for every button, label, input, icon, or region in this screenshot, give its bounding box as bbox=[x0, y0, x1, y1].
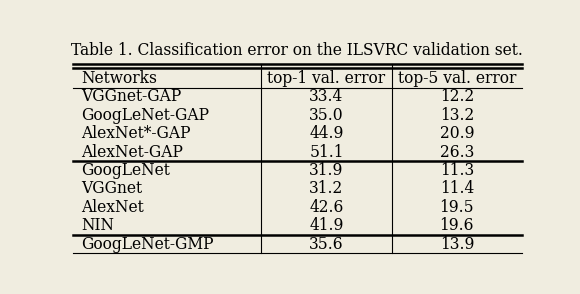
Text: 35.0: 35.0 bbox=[309, 107, 344, 124]
Text: GoogLeNet-GAP: GoogLeNet-GAP bbox=[81, 107, 209, 124]
Text: 44.9: 44.9 bbox=[309, 125, 344, 142]
Text: 19.5: 19.5 bbox=[440, 199, 474, 216]
Text: 11.3: 11.3 bbox=[440, 162, 474, 179]
Text: 51.1: 51.1 bbox=[309, 144, 344, 161]
Text: Table 1. Classification error on the ILSVRC validation set.: Table 1. Classification error on the ILS… bbox=[71, 42, 523, 59]
Text: 42.6: 42.6 bbox=[309, 199, 344, 216]
Text: GoogLeNet: GoogLeNet bbox=[81, 162, 171, 179]
Text: Networks: Networks bbox=[81, 70, 157, 87]
Text: 19.6: 19.6 bbox=[440, 217, 474, 234]
Text: 12.2: 12.2 bbox=[440, 88, 474, 105]
Text: 20.9: 20.9 bbox=[440, 125, 474, 142]
Text: 11.4: 11.4 bbox=[440, 181, 474, 198]
Text: GoogLeNet-GMP: GoogLeNet-GMP bbox=[81, 236, 214, 253]
Text: top-5 val. error: top-5 val. error bbox=[398, 70, 516, 87]
Text: AlexNet: AlexNet bbox=[81, 199, 144, 216]
Text: 13.9: 13.9 bbox=[440, 236, 474, 253]
Text: VGGnet-GAP: VGGnet-GAP bbox=[81, 88, 182, 105]
Text: AlexNet-GAP: AlexNet-GAP bbox=[81, 144, 183, 161]
Text: 33.4: 33.4 bbox=[309, 88, 343, 105]
Text: 13.2: 13.2 bbox=[440, 107, 474, 124]
Text: 41.9: 41.9 bbox=[309, 217, 344, 234]
Text: 35.6: 35.6 bbox=[309, 236, 344, 253]
Text: AlexNet*-GAP: AlexNet*-GAP bbox=[81, 125, 191, 142]
Text: top-1 val. error: top-1 val. error bbox=[267, 70, 386, 87]
Text: NIN: NIN bbox=[81, 217, 114, 234]
Text: 31.2: 31.2 bbox=[309, 181, 343, 198]
Text: VGGnet: VGGnet bbox=[81, 181, 143, 198]
Text: 26.3: 26.3 bbox=[440, 144, 474, 161]
Text: 31.9: 31.9 bbox=[309, 162, 344, 179]
